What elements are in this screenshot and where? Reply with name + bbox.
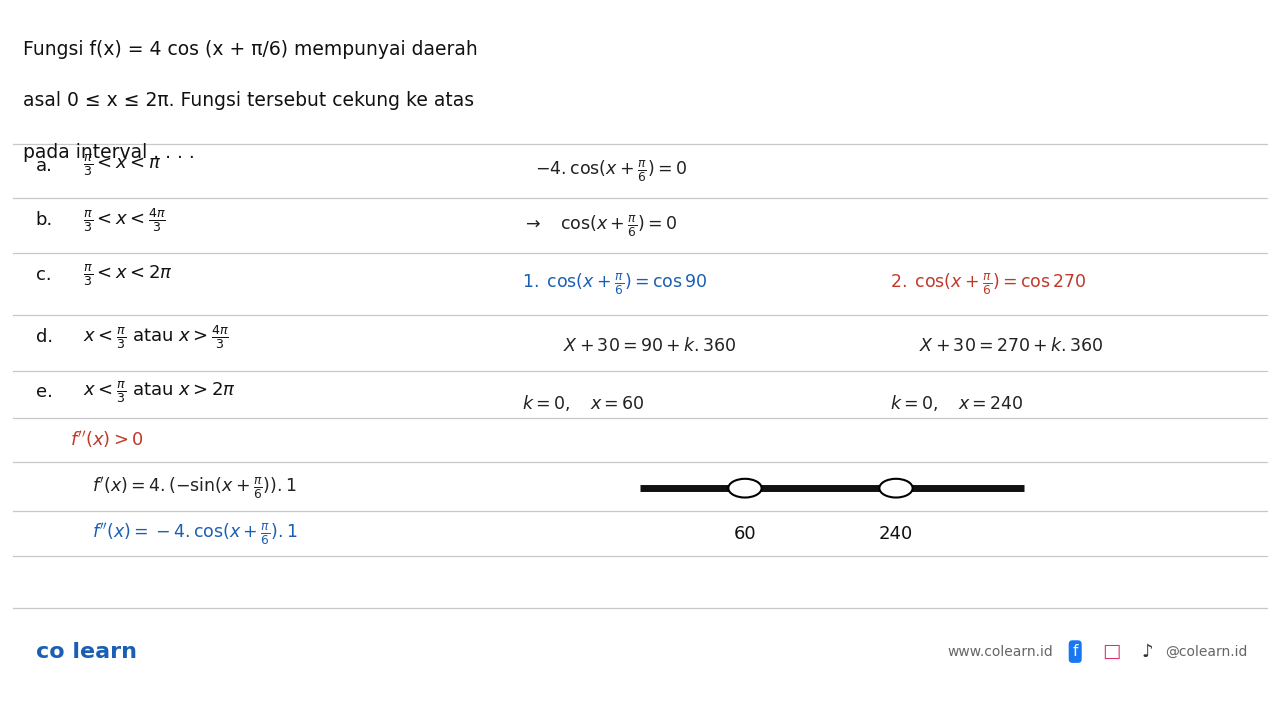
Text: ig: ig: [1107, 647, 1115, 656]
Text: e.: e.: [36, 383, 52, 401]
Text: $\frac{\pi}{3} < x < \frac{4\pi}{3}$: $\frac{\pi}{3} < x < \frac{4\pi}{3}$: [83, 206, 166, 233]
Text: $f''(x) > 0$: $f''(x) > 0$: [70, 428, 145, 450]
Circle shape: [879, 479, 913, 498]
Text: $x < \frac{\pi}{3}$ atau $x > 2\pi$: $x < \frac{\pi}{3}$ atau $x > 2\pi$: [83, 379, 236, 405]
Text: $X + 30 = 270 + k . 360$: $X + 30 = 270 + k . 360$: [919, 336, 1103, 354]
Text: $X + 30 = 90 + k . 360$: $X + 30 = 90 + k . 360$: [563, 336, 737, 354]
Text: c.: c.: [36, 266, 51, 284]
Text: pada interval . . . .: pada interval . . . .: [23, 143, 195, 162]
Text: 60: 60: [733, 526, 756, 543]
Text: $\frac{\pi}{3} < x < 2\pi$: $\frac{\pi}{3} < x < 2\pi$: [83, 262, 173, 288]
Text: a.: a.: [36, 157, 52, 175]
Text: @colearn.id: @colearn.id: [1165, 644, 1247, 659]
Text: $-4. \cos(x+\frac{\pi}{6}) = 0$: $-4. \cos(x+\frac{\pi}{6}) = 0$: [535, 158, 687, 184]
Text: Fungsi f(x) = 4 cos (x + π/6) mempunyai daerah: Fungsi f(x) = 4 cos (x + π/6) mempunyai …: [23, 40, 477, 58]
Text: co learn: co learn: [36, 642, 137, 662]
Text: d.: d.: [36, 328, 52, 346]
Text: $k=0, \quad x = 240$: $k=0, \quad x = 240$: [890, 393, 1024, 413]
Text: $x < \frac{\pi}{3}$ atau $x > \frac{4\pi}{3}$: $x < \frac{\pi}{3}$ atau $x > \frac{4\pi…: [83, 323, 229, 351]
Text: ♪: ♪: [1142, 642, 1152, 661]
Text: b.: b.: [36, 210, 52, 229]
Text: □: □: [1102, 642, 1120, 661]
Text: $f''(x) = -4.\cos(x+\frac{\pi}{6}).1$: $f''(x) = -4.\cos(x+\frac{\pi}{6}).1$: [92, 521, 298, 547]
Text: f: f: [1073, 644, 1078, 659]
Text: $\rightarrow \quad \cos(x+\frac{\pi}{6}) = 0$: $\rightarrow \quad \cos(x+\frac{\pi}{6})…: [522, 213, 678, 239]
Text: www.colearn.id: www.colearn.id: [947, 644, 1053, 659]
Text: $2.\; \cos(x+\frac{\pi}{6}) = \cos 270$: $2.\; \cos(x+\frac{\pi}{6}) = \cos 270$: [890, 271, 1085, 297]
Text: $k=0, \quad x = 60$: $k=0, \quad x = 60$: [522, 393, 645, 413]
Text: $\frac{\pi}{3} < x < \pi$: $\frac{\pi}{3} < x < \pi$: [83, 153, 161, 179]
Circle shape: [728, 479, 762, 498]
Text: 240: 240: [879, 526, 913, 543]
Text: $1.\; \cos(x+\frac{\pi}{6}) = \cos 90$: $1.\; \cos(x+\frac{\pi}{6}) = \cos 90$: [522, 271, 708, 297]
Text: asal 0 ≤ x ≤ 2π. Fungsi tersebut cekung ke atas: asal 0 ≤ x ≤ 2π. Fungsi tersebut cekung …: [23, 91, 474, 110]
Text: $f'(x) = 4.(-\sin(x+\frac{\pi}{6})).1$: $f'(x) = 4.(-\sin(x+\frac{\pi}{6})).1$: [92, 475, 297, 501]
